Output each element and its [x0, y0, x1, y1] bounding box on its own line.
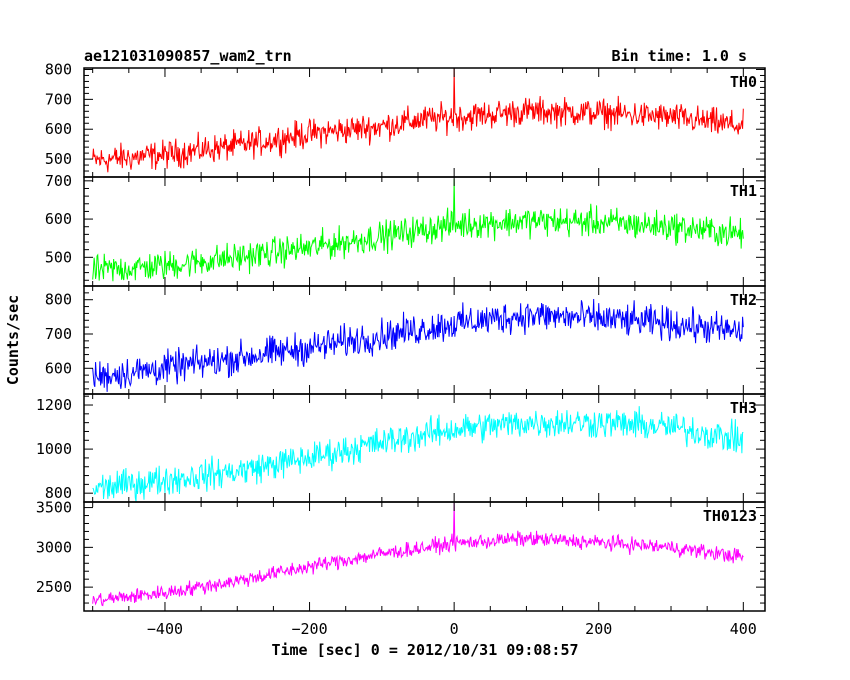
y-tick-label: 700: [45, 325, 72, 343]
y-tick-label: 500: [45, 150, 72, 168]
series-th0-line: [92, 68, 744, 173]
y-axis-title: Counts/sec: [4, 295, 22, 385]
panel-th3: 800 1000 1200 TH3: [36, 393, 766, 503]
x-tick-label: −200: [291, 620, 327, 638]
y-tick-label: 3000: [36, 538, 72, 556]
x-tick-label: 0: [450, 620, 459, 638]
y-tick-label: 700: [45, 90, 72, 108]
y-tick-label: 600: [45, 210, 72, 228]
series-th1-line: [92, 178, 744, 282]
panel-label-th0: TH0: [730, 73, 757, 91]
bin-time-text: Bin time: 1.0 s: [612, 47, 747, 65]
panel-label-th0123: TH0123: [703, 507, 757, 525]
series-th0123-line: [92, 502, 744, 607]
y-tick-label: 600: [45, 359, 72, 377]
panel-label-th2: TH2: [730, 291, 757, 309]
y-tick-label: 1200: [36, 396, 72, 414]
panel-th0123: 2500 3000 3500 TH0123: [36, 499, 766, 612]
y-tick-label: 600: [45, 120, 72, 138]
panel-label-th3: TH3: [730, 399, 757, 417]
x-axis-labels: −400 −200 0 200 400: [147, 620, 757, 638]
x-tick-label: 400: [730, 620, 757, 638]
panel-label-th1: TH1: [730, 182, 757, 200]
y-tick-label: 2500: [36, 578, 72, 596]
series-th3-line: [92, 406, 744, 502]
y-tick-label: 500: [45, 248, 72, 266]
y-tick-label: 3500: [36, 499, 72, 517]
x-tick-label: 200: [585, 620, 612, 638]
title-text: ae121031090857_wam2_trn: [84, 47, 292, 65]
y-tick-label: 800: [45, 60, 72, 78]
x-axis-title: Time [sec] 0 = 2012/10/31 09:08:57: [271, 641, 578, 659]
x-tick-label: −400: [147, 620, 183, 638]
y-tick-label: 800: [45, 484, 72, 502]
series-th2-line: [92, 299, 744, 392]
panels-group: 500 600 700 800 TH0 500 600 700 TH1 600 700 800 TH2 8…: [36, 60, 766, 612]
panel-frame: [83, 501, 766, 612]
y-tick-label: 800: [45, 291, 72, 309]
y-tick-label: 700: [45, 172, 72, 190]
y-tick-label: 1000: [36, 440, 72, 458]
